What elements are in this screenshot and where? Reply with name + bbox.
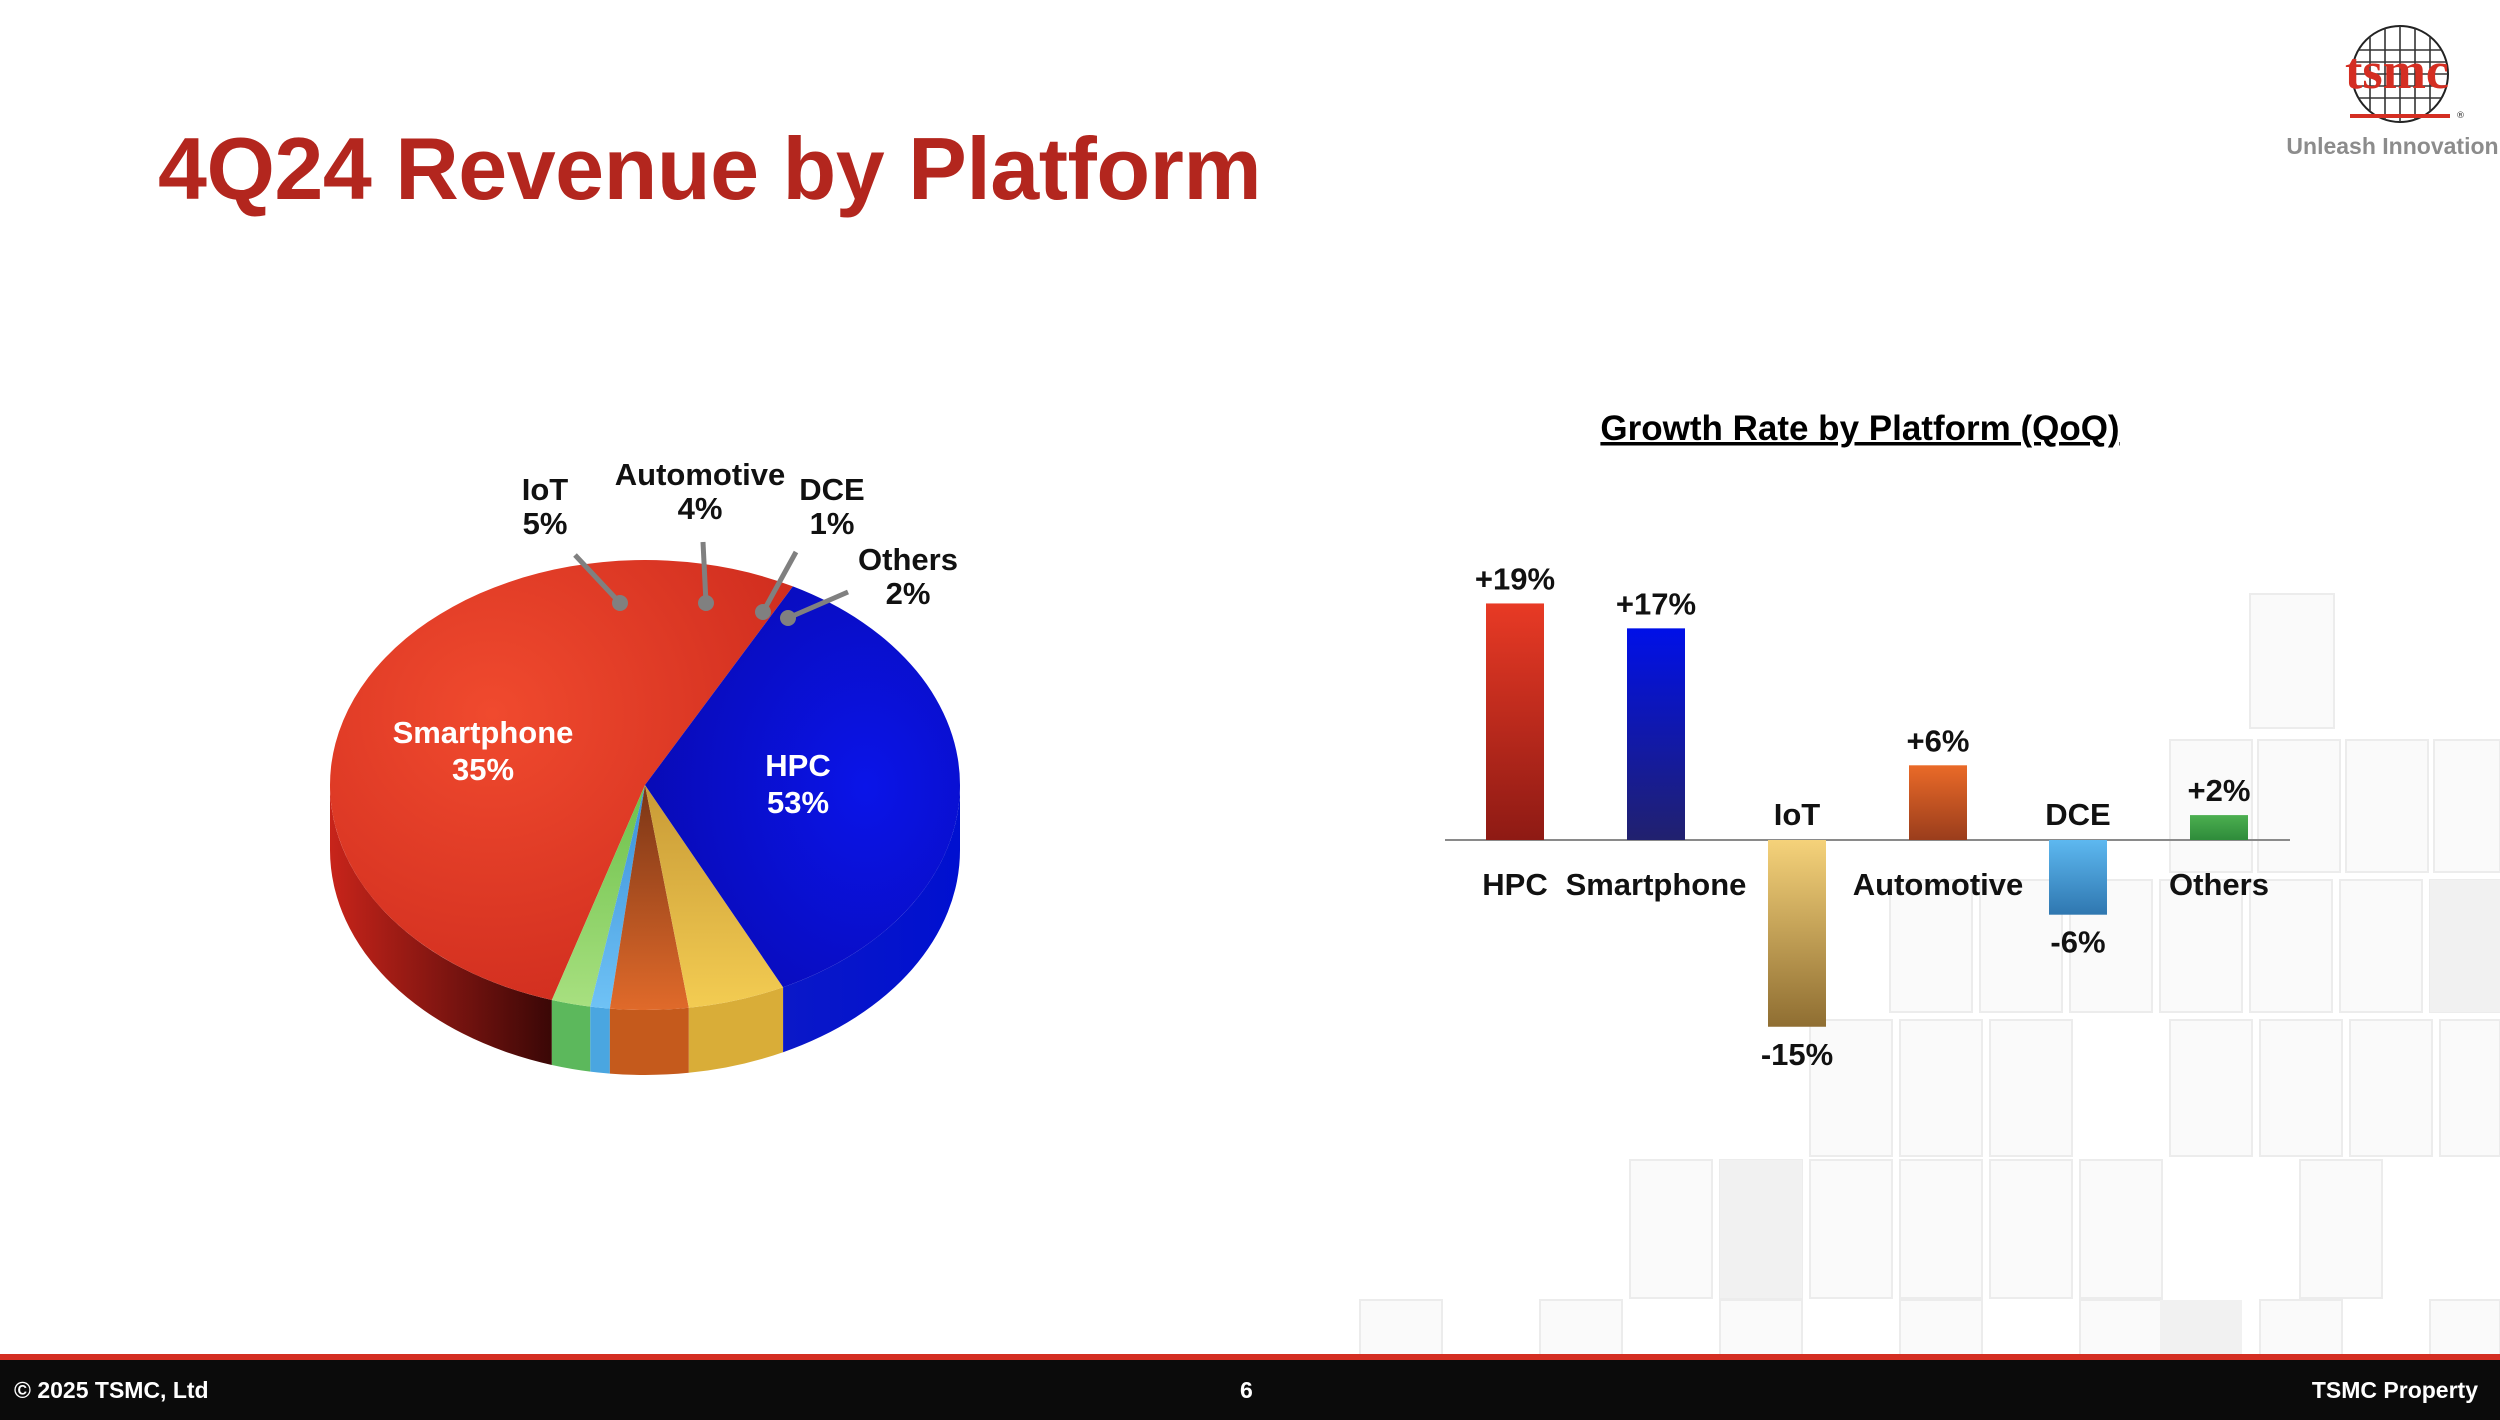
pie-leader-others [787, 589, 849, 621]
bar-category-automotive: Automotive [1853, 867, 2024, 902]
footer-copyright: © 2025 TSMC, Ltd [14, 1377, 209, 1403]
pie-slice-iot [645, 785, 784, 1008]
pie-slice-dce [590, 785, 645, 1009]
pie-value-dce: 1% [810, 506, 855, 541]
pie-side-smartphone [783, 785, 960, 1053]
bar-iot [1768, 840, 1826, 1027]
pie-leader-dot-others [780, 610, 796, 626]
footer-accent-line [0, 1354, 2500, 1360]
bar-value-smartphone: +17% [1616, 586, 1696, 621]
pie-slice-smartphone [645, 586, 960, 988]
tagline: Unleash Innovation [2286, 133, 2499, 159]
bar-category-iot: IoT [1774, 797, 1821, 832]
bar-category-others: Others [2169, 867, 2269, 902]
pie-side-hpc [329, 785, 552, 1065]
pie-side-automotive [609, 1007, 689, 1075]
bar-value-automotive: +6% [1907, 723, 1970, 758]
bar-value-dce: -6% [2050, 925, 2105, 960]
pie-leader-dot-dce [755, 604, 771, 620]
pie-side-dce [590, 1006, 610, 1074]
bar-category-hpc: HPC [1482, 867, 1547, 902]
pie-label-hpc: HPC [765, 748, 830, 783]
pie-slice-automotive [609, 785, 689, 1011]
pie-side-iot [688, 987, 784, 1073]
background-tiles [1359, 593, 2500, 1360]
pie-leader-iot [573, 553, 622, 605]
pie-label-iot: IoT [522, 472, 569, 507]
bar-hpc [1486, 603, 1544, 840]
pie-value-automotive: 4% [678, 491, 723, 526]
bar-automotive [1909, 765, 1967, 840]
pie-leader-automotive [700, 541, 709, 604]
bar-others [2190, 815, 2248, 840]
pie-value-hpc: 53% [767, 785, 829, 820]
pie-leader-dce [760, 550, 799, 614]
pie-value-smartphone: 35% [452, 752, 514, 787]
bar-category-smartphone: Smartphone [1566, 867, 1747, 902]
tsmc-logo: tsmc ® [2345, 25, 2465, 123]
footer-bar: © 2025 TSMC, Ltd 6 TSMC Property [0, 1360, 2500, 1420]
logo-wordmark: tsmc [2345, 43, 2449, 100]
pie-label-dce: DCE [799, 472, 864, 507]
pie-side-others [551, 999, 591, 1072]
bar-value-iot: -15% [1761, 1037, 1833, 1072]
pie-label-automotive: Automotive [615, 457, 786, 492]
svg-text:®: ® [2456, 111, 2465, 121]
pie-value-iot: 5% [523, 506, 568, 541]
pie-leader-dot-iot [612, 595, 628, 611]
bar-value-hpc: +19% [1475, 561, 1555, 596]
bar-category-dce: DCE [2045, 797, 2110, 832]
footer-property: TSMC Property [2311, 1377, 2478, 1403]
bar-smartphone [1627, 628, 1685, 840]
slide-title: 4Q24 Revenue by Platform [158, 119, 1262, 218]
bar-value-others: +2% [2188, 773, 2251, 808]
bar-dce [2049, 840, 2107, 915]
growth-bar-chart: Growth Rate by Platform (QoQ) +19% +17% -1… [1445, 409, 2290, 1072]
pie-label-others: Others [858, 542, 958, 577]
pie-slice-others [551, 785, 645, 1007]
pie-value-others: 2% [886, 576, 931, 611]
bar-chart-title: Growth Rate by Platform (QoQ) [1600, 409, 2119, 448]
pie-slice-hpc [329, 560, 793, 1000]
page-number: 6 [1240, 1377, 1253, 1403]
pie-label-smartphone: Smartphone [393, 715, 574, 750]
pie-leader-dot-automotive [698, 595, 714, 611]
